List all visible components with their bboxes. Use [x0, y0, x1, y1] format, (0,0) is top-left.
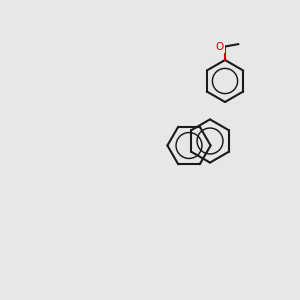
Text: O: O: [215, 41, 224, 52]
